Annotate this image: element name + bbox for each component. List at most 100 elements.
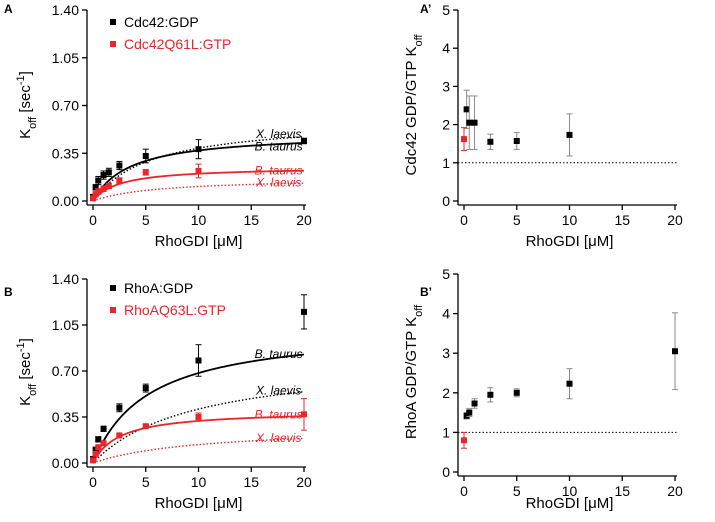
data-point [463, 106, 470, 113]
data-point [461, 437, 467, 444]
x-axis-label: RhoGDI [μM] [155, 495, 243, 512]
x-tick-label: 5 [142, 474, 150, 490]
x-tick-label: 15 [614, 483, 630, 499]
y-tick-label: 0 [442, 464, 450, 480]
data-point [142, 152, 149, 159]
chart-panel-2: B 0.00 0.35 0.70 1.05 1.40 0 5 10 15 20 RhoGDI [μM]… [4, 271, 312, 512]
y-tick-label: 0.35 [52, 145, 79, 161]
data-point [301, 137, 307, 144]
data-point [471, 119, 478, 126]
panel-letter: B’ [420, 285, 432, 299]
data-point [301, 308, 307, 315]
data-point [105, 169, 112, 176]
data-point [513, 389, 520, 396]
data-point [100, 440, 107, 447]
x-axis-label: RhoGDI [μM] [526, 495, 614, 512]
panel-letter: A [4, 2, 13, 16]
data-point [463, 412, 470, 419]
y-axis-label: Koff [sec-1] [15, 71, 39, 139]
data-point [92, 184, 99, 191]
data-point [100, 172, 107, 179]
x-tick-label: 5 [513, 212, 521, 228]
data-point [116, 177, 123, 184]
data-point [95, 188, 102, 195]
x-tick-label: 0 [460, 212, 468, 228]
data-point [116, 404, 123, 411]
data-point [95, 436, 102, 443]
curve-label: B. taurus [255, 407, 303, 421]
y-tick-label: 5 [442, 2, 450, 18]
x-tick-label: 10 [562, 212, 578, 228]
y-axis-label: Cdc42 GDP/GTP Koff [403, 34, 425, 176]
data-point [466, 409, 473, 416]
legend-marker [110, 41, 116, 47]
curve-label: B. taurus [255, 163, 303, 177]
y-tick-label: 0 [442, 193, 450, 209]
data-point [90, 195, 96, 202]
data-point [100, 425, 107, 432]
y-tick-label: 4 [442, 40, 450, 56]
legend-label: RhoA:GDP [124, 280, 193, 296]
x-tick-label: 0 [89, 212, 97, 228]
data-point [90, 457, 96, 464]
data-point [92, 450, 99, 457]
x-tick-label: 15 [243, 212, 259, 228]
data-point [566, 380, 573, 387]
data-point [301, 411, 307, 418]
data-point [566, 131, 573, 138]
legend-marker [110, 19, 116, 25]
data-point [513, 138, 520, 145]
x-tick-label: 20 [667, 212, 683, 228]
data-point [142, 385, 149, 392]
panel-letter: A’ [420, 2, 431, 16]
y-tick-label: 1 [442, 424, 450, 440]
x-tick-label: 0 [460, 483, 468, 499]
y-tick-label: 4 [442, 306, 450, 322]
x-tick-label: 15 [614, 212, 630, 228]
data-point [95, 177, 102, 184]
fit-curve-3 [92, 437, 305, 464]
data-point [195, 167, 202, 174]
data-point [487, 138, 494, 145]
x-tick-label: 20 [296, 212, 312, 228]
x-tick-label: 5 [142, 212, 150, 228]
chart-panel-1: A’ 0 1 2 3 4 5 0 5 10 15 20 RhoGDI [μM] Cdc42 GDP/GTP… [403, 2, 683, 250]
y-tick-label: 0.00 [52, 455, 79, 471]
x-axis-label: RhoGDI [μM] [155, 233, 243, 250]
data-point [95, 444, 102, 451]
y-tick-label: 2 [442, 385, 450, 401]
data-point [195, 414, 202, 420]
data-point [672, 348, 678, 355]
y-tick-label: 1 [442, 155, 450, 171]
x-tick-label: 5 [513, 483, 521, 499]
y-tick-label: 0.35 [52, 409, 79, 425]
legend-label: RhoAQ63L:GTP [124, 302, 226, 318]
data-point [466, 119, 473, 126]
curve-label: X. laevis [255, 127, 301, 141]
data-point [195, 357, 202, 364]
x-tick-label: 10 [562, 483, 578, 499]
data-point [116, 162, 123, 169]
x-tick-label: 0 [89, 474, 97, 490]
chart-panel-0: A 0.00 0.35 0.70 1.05 1.40 0 5 10 15 20 RhoGDI [μM]… [4, 2, 312, 250]
x-tick-label: 10 [191, 474, 207, 490]
y-tick-label: 2 [442, 117, 450, 133]
y-tick-label: 0.70 [52, 98, 79, 114]
data-point [195, 146, 202, 153]
curve-label: X. laevis [255, 176, 301, 190]
y-tick-label: 3 [442, 345, 450, 361]
data-point [471, 400, 478, 407]
y-tick-label: 1.40 [52, 2, 79, 18]
legend-marker [110, 307, 116, 313]
legend-label: Cdc42:GDP [124, 14, 199, 30]
data-point [105, 182, 112, 189]
curve-label: B. taurus [255, 347, 303, 361]
y-tick-label: 3 [442, 78, 450, 94]
y-tick-label: 5 [442, 266, 450, 282]
x-tick-label: 10 [191, 212, 207, 228]
curve-label: B. taurus [255, 139, 303, 153]
y-tick-label: 1.05 [52, 317, 79, 333]
y-axis-label: Koff [sec-1] [15, 338, 39, 406]
x-tick-label: 20 [296, 474, 312, 490]
